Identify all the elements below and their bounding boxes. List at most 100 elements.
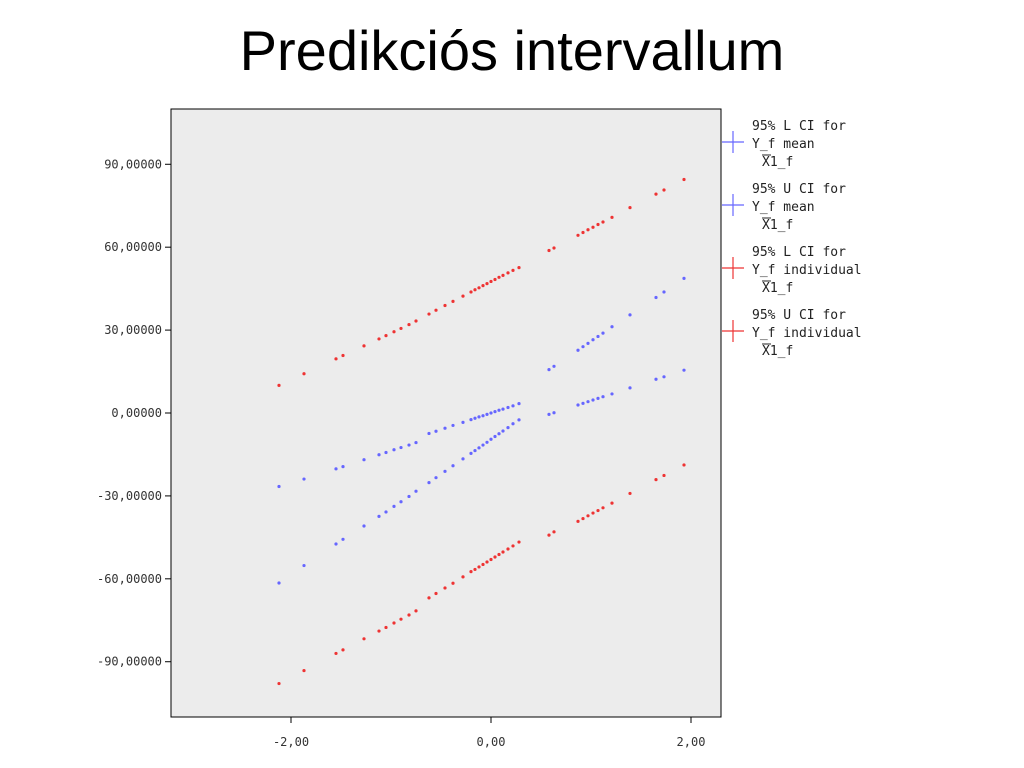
data-point-series-3: [511, 268, 515, 272]
data-point-series-4: [414, 609, 418, 613]
data-point-series-4: [547, 533, 551, 537]
data-point-series-3: [434, 308, 438, 312]
data-point-series-2: [581, 345, 585, 349]
data-point-series-3: [628, 206, 632, 210]
data-point-series-1: [576, 403, 580, 407]
data-point-series-1: [384, 450, 388, 455]
data-point-series-1: [469, 418, 473, 422]
data-point-series-1: [596, 396, 600, 400]
data-point-series-3: [362, 344, 366, 348]
data-point-series-1: [302, 477, 306, 481]
data-point-series-2: [377, 514, 381, 518]
y-tick-label: -90,00000: [97, 655, 162, 669]
data-point-series-3: [451, 299, 455, 303]
legend-label: 95% L CI for: [752, 245, 846, 260]
data-point-series-3: [497, 275, 501, 279]
data-point-series-4: [506, 547, 510, 551]
data-point-series-2: [511, 422, 515, 426]
legend-label: X1_f: [762, 218, 793, 233]
y-tick-label: 30,00000: [104, 323, 162, 337]
data-point-series-1: [586, 400, 590, 404]
data-point-series-1: [489, 411, 493, 415]
data-point-series-3: [384, 334, 388, 338]
data-point-series-4: [511, 544, 515, 548]
data-point-series-4: [576, 519, 580, 523]
data-point-series-1: [497, 408, 501, 412]
data-point-series-4: [399, 617, 403, 621]
y-tick-label: 90,00000: [104, 157, 162, 171]
data-point-series-2: [427, 481, 431, 485]
data-point-series-3: [547, 248, 551, 253]
legend: 95% L CI for Y_f mean X1_f 95% U CI for Y_f …: [722, 119, 862, 359]
data-point-series-2: [473, 448, 477, 453]
data-point-series-3: [662, 188, 666, 192]
data-point-series-1: [427, 431, 431, 436]
data-point-series-1: [552, 411, 556, 415]
data-point-series-1: [481, 414, 485, 418]
data-point-series-2: [628, 313, 632, 317]
data-point-series-1: [451, 423, 455, 428]
data-point-series-2: [610, 325, 614, 329]
data-point-series-3: [610, 215, 614, 219]
data-point-series-1: [477, 415, 481, 419]
data-point-series-4: [489, 557, 493, 562]
data-point-series-4: [341, 648, 345, 652]
legend-label: Y_f individual: [752, 263, 862, 278]
data-point-series-4: [662, 473, 666, 478]
data-point-series-1: [485, 412, 489, 416]
data-point-series-3: [581, 230, 585, 235]
legend-label: 95% L CI for: [752, 119, 846, 134]
data-point-series-3: [596, 222, 600, 227]
data-point-series-4: [628, 491, 632, 496]
data-point-series-4: [596, 508, 600, 513]
data-point-series-3: [586, 228, 590, 232]
data-point-series-2: [392, 504, 396, 509]
data-point-series-2: [596, 334, 600, 339]
data-point-series-1: [610, 392, 614, 396]
data-point-series-2: [506, 426, 510, 430]
data-point-series-4: [277, 681, 281, 686]
data-point-series-3: [601, 220, 605, 224]
y-tick-label: 60,00000: [104, 240, 162, 254]
data-point-series-4: [427, 596, 431, 600]
data-point-series-1: [399, 445, 403, 450]
data-point-series-2: [434, 476, 438, 480]
data-point-series-3: [576, 233, 580, 237]
data-point-series-3: [377, 337, 381, 341]
x-tick-label: -2,00: [273, 735, 309, 749]
data-point-series-1: [334, 467, 338, 471]
legend-label: 95% U CI for: [752, 182, 846, 197]
data-point-series-3: [477, 286, 481, 290]
data-point-series-3: [654, 192, 658, 196]
x-tick-label: 0,00: [477, 735, 506, 749]
data-point-series-2: [384, 510, 388, 514]
data-point-series-4: [682, 463, 686, 467]
data-point-series-2: [414, 489, 418, 493]
slide-title: Predikciós intervallum: [239, 19, 785, 82]
data-point-series-2: [451, 464, 455, 468]
data-point-series-1: [581, 401, 585, 405]
data-point-series-3: [682, 177, 686, 182]
data-point-series-4: [461, 575, 465, 579]
data-point-series-4: [654, 478, 658, 482]
data-point-series-1: [501, 407, 505, 411]
legend-marker: [722, 194, 744, 216]
data-point-series-4: [334, 651, 338, 656]
data-point-series-4: [384, 625, 388, 630]
y-tick-label: -30,00000: [97, 489, 162, 503]
data-point-series-3: [473, 288, 477, 292]
data-point-series-4: [362, 637, 366, 641]
data-point-series-2: [477, 446, 481, 450]
data-point-series-3: [407, 322, 411, 327]
data-point-series-1: [628, 386, 632, 390]
data-point-series-1: [493, 410, 497, 414]
data-point-series-1: [377, 453, 381, 457]
data-point-series-2: [399, 500, 403, 504]
data-point-series-4: [434, 591, 438, 596]
axes: 90,00000 60,00000 30,00000 0,00000 -30,00000…: [97, 157, 705, 749]
data-point-series-2: [576, 348, 580, 352]
legend-marker: [722, 131, 744, 153]
data-point-series-3: [506, 271, 510, 275]
data-point-series-4: [601, 506, 605, 510]
